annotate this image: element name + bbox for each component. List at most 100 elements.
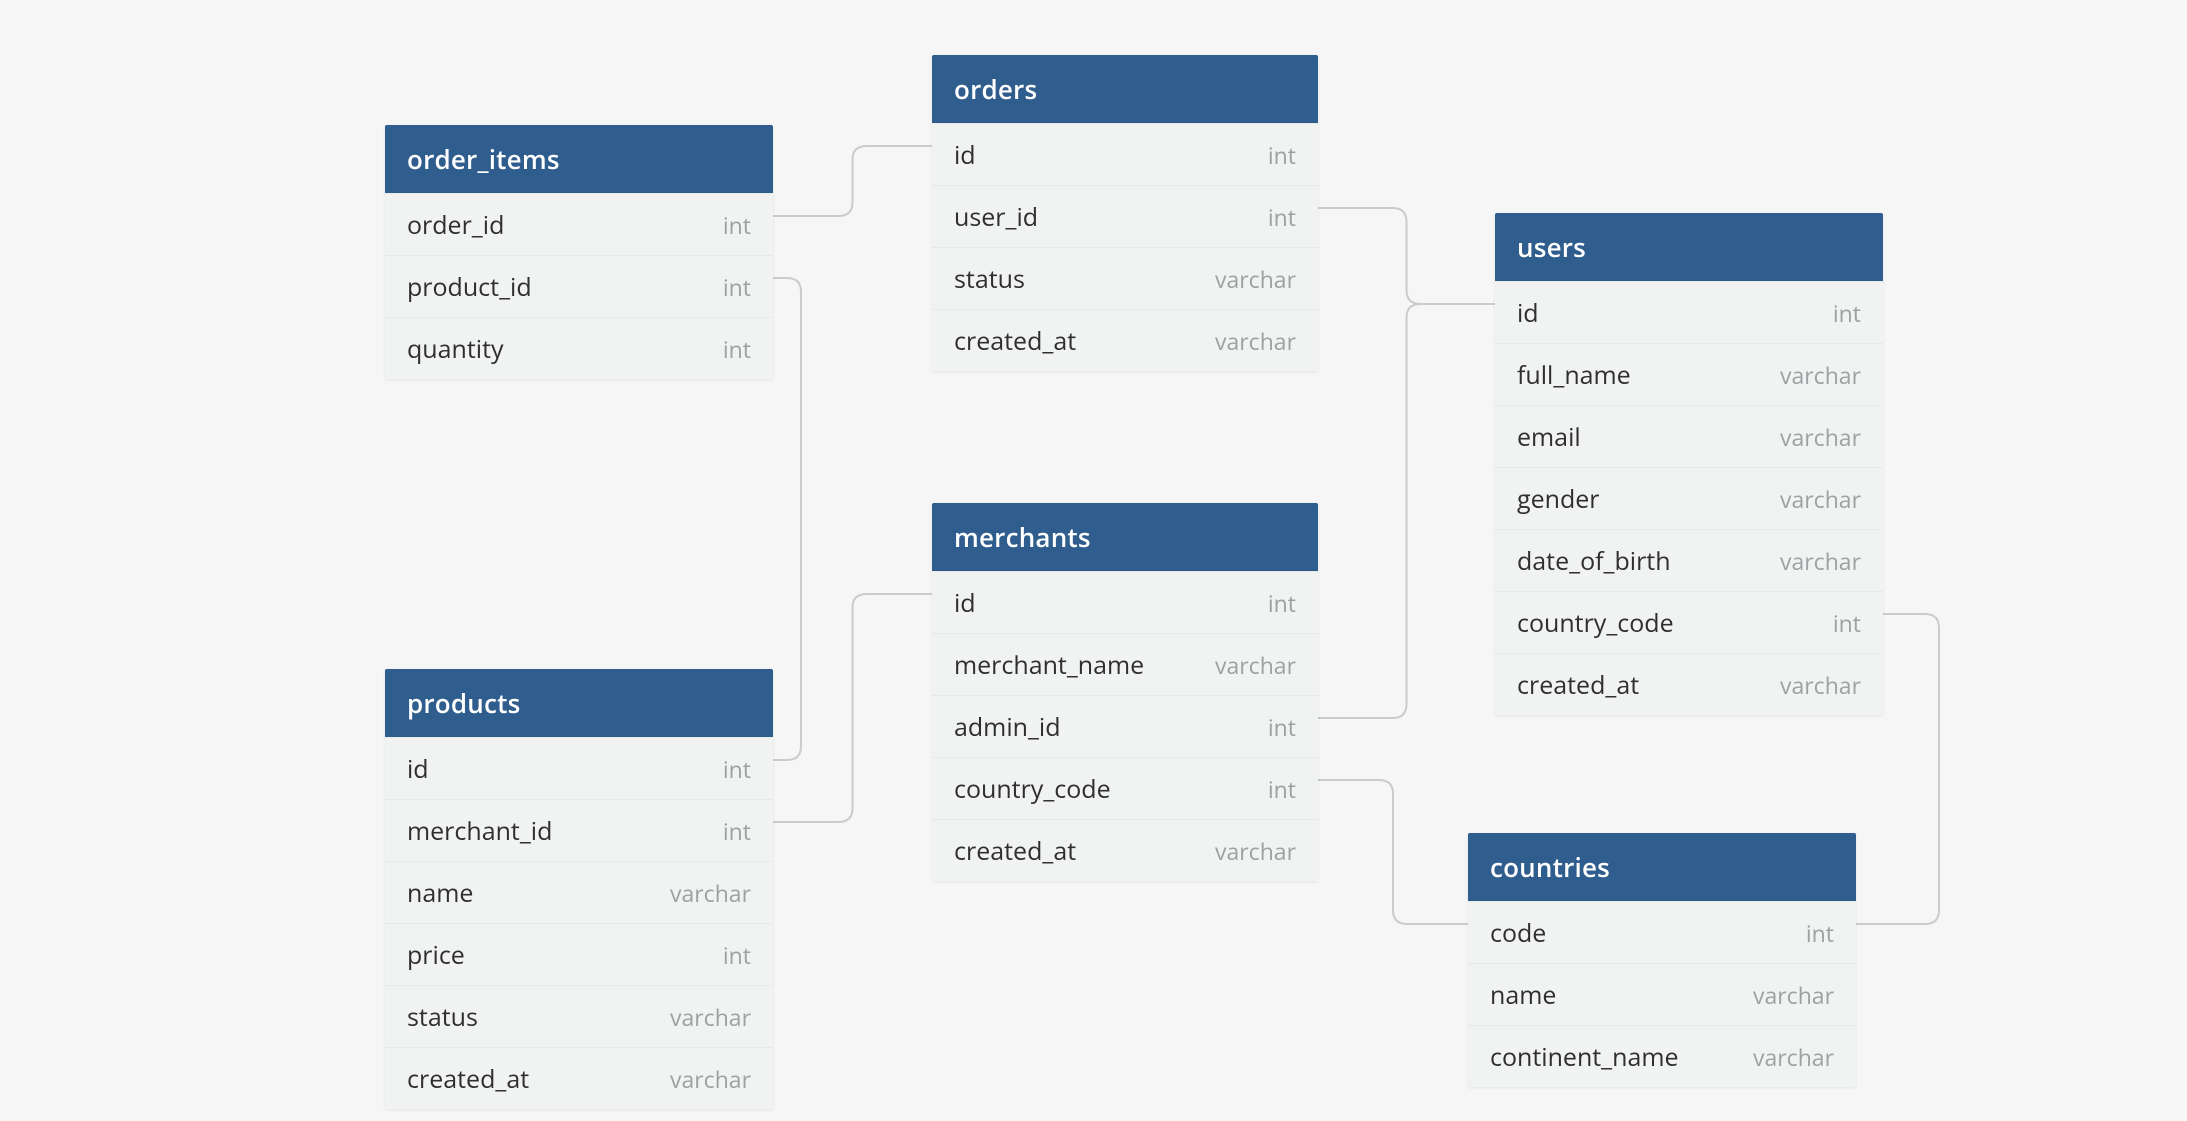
- column-name: status: [954, 262, 1025, 296]
- table-row: full_name varchar: [1495, 343, 1883, 405]
- table-row: merchant_id int: [385, 799, 773, 861]
- column-name: continent_name: [1490, 1040, 1679, 1074]
- column-type: int: [1268, 201, 1296, 233]
- table-row: product_id int: [385, 255, 773, 317]
- table-header: orders: [932, 55, 1318, 123]
- column-type: int: [1268, 587, 1296, 619]
- table-row: order_id int: [385, 193, 773, 255]
- column-name: id: [954, 138, 976, 172]
- table-row: created_at varchar: [932, 309, 1318, 371]
- table-row: country_code int: [1495, 591, 1883, 653]
- table-users: usersidintfull_namevarcharemailvarcharge…: [1495, 213, 1883, 715]
- column-type: varchar: [670, 877, 751, 909]
- column-type: varchar: [1780, 421, 1861, 453]
- column-type: int: [1833, 297, 1861, 329]
- table-header: users: [1495, 213, 1883, 281]
- column-type: int: [1268, 773, 1296, 805]
- table-row: quantity int: [385, 317, 773, 379]
- relationship-edge: [773, 594, 932, 822]
- table-row: namevarchar: [1468, 963, 1856, 1025]
- column-name: merchant_id: [407, 814, 552, 848]
- table-header: order_items: [385, 125, 773, 193]
- table-header: products: [385, 669, 773, 737]
- column-type: varchar: [1780, 483, 1861, 515]
- table-row: id int: [932, 123, 1318, 185]
- column-type: varchar: [670, 1001, 751, 1033]
- table-merchants: merchantsidintmerchant_namevarcharadmin_…: [932, 503, 1318, 881]
- column-name: email: [1517, 420, 1581, 454]
- column-type: int: [1268, 711, 1296, 743]
- column-name: quantity: [407, 332, 504, 366]
- column-type: varchar: [1780, 359, 1861, 391]
- table-row: id int: [1495, 281, 1883, 343]
- column-name: code: [1490, 916, 1546, 950]
- column-name: created_at: [407, 1062, 529, 1096]
- column-type: varchar: [1753, 1041, 1834, 1073]
- table-row: created_at varchar: [385, 1047, 773, 1109]
- relationship-edge: [773, 146, 932, 216]
- table-row: id int: [932, 571, 1318, 633]
- column-name: id: [1517, 296, 1539, 330]
- table-row: status varchar: [385, 985, 773, 1047]
- column-name: full_name: [1517, 358, 1631, 392]
- table-row: name varchar: [385, 861, 773, 923]
- column-type: int: [723, 815, 751, 847]
- column-name: gender: [1517, 482, 1600, 516]
- relationship-edge: [773, 278, 801, 760]
- column-type: varchar: [1215, 325, 1296, 357]
- table-countries: countriescodeintnamevarcharcontinent_nam…: [1468, 833, 1856, 1087]
- table-row: date_of_birth varchar: [1495, 529, 1883, 591]
- column-type: varchar: [1215, 835, 1296, 867]
- column-name: name: [1490, 978, 1556, 1012]
- column-type: varchar: [1780, 545, 1861, 577]
- table-row: id int: [385, 737, 773, 799]
- column-name: country_code: [1517, 606, 1674, 640]
- column-type: varchar: [1215, 649, 1296, 681]
- relationship-edge: [1318, 208, 1495, 304]
- column-name: merchant_name: [954, 648, 1144, 682]
- relationship-edge: [1318, 304, 1495, 718]
- column-type: int: [723, 209, 751, 241]
- column-name: created_at: [954, 324, 1076, 358]
- table-row: email varchar: [1495, 405, 1883, 467]
- column-type: int: [723, 939, 751, 971]
- column-name: id: [407, 752, 429, 786]
- column-name: country_code: [954, 772, 1111, 806]
- table-row: status varchar: [932, 247, 1318, 309]
- relationship-edge: [1318, 780, 1468, 924]
- column-name: name: [407, 876, 473, 910]
- table-header: countries: [1468, 833, 1856, 901]
- column-name: status: [407, 1000, 478, 1034]
- table-row: user_id int: [932, 185, 1318, 247]
- table-products: productsidintmerchant_idintnamevarcharpr…: [385, 669, 773, 1109]
- table-row: price int: [385, 923, 773, 985]
- table-row: country_code int: [932, 757, 1318, 819]
- column-type: int: [1268, 139, 1296, 171]
- column-name: price: [407, 938, 465, 972]
- column-type: int: [723, 753, 751, 785]
- column-type: int: [1806, 917, 1834, 949]
- table-row: continent_name varchar: [1468, 1025, 1856, 1087]
- column-name: product_id: [407, 270, 532, 304]
- column-name: created_at: [1517, 668, 1639, 702]
- column-type: int: [1833, 607, 1861, 639]
- column-type: varchar: [1780, 669, 1861, 701]
- column-name: date_of_birth: [1517, 544, 1671, 578]
- table-row: code int: [1468, 901, 1856, 963]
- column-name: id: [954, 586, 976, 620]
- table-orders: ordersidintuser_idintstatusvarcharcreate…: [932, 55, 1318, 371]
- table-row: created_at varchar: [1495, 653, 1883, 715]
- column-name: user_id: [954, 200, 1038, 234]
- table-order_items: order_itemsorder_idintproduct_idintquant…: [385, 125, 773, 379]
- column-type: int: [723, 271, 751, 303]
- table-row: gender varchar: [1495, 467, 1883, 529]
- column-type: varchar: [670, 1063, 751, 1095]
- table-row: created_at varchar: [932, 819, 1318, 881]
- table-row: merchant_name varchar: [932, 633, 1318, 695]
- column-name: order_id: [407, 208, 504, 242]
- column-name: admin_id: [954, 710, 1061, 744]
- column-type: varchar: [1215, 263, 1296, 295]
- column-name: created_at: [954, 834, 1076, 868]
- column-type: int: [723, 333, 751, 365]
- table-header: merchants: [932, 503, 1318, 571]
